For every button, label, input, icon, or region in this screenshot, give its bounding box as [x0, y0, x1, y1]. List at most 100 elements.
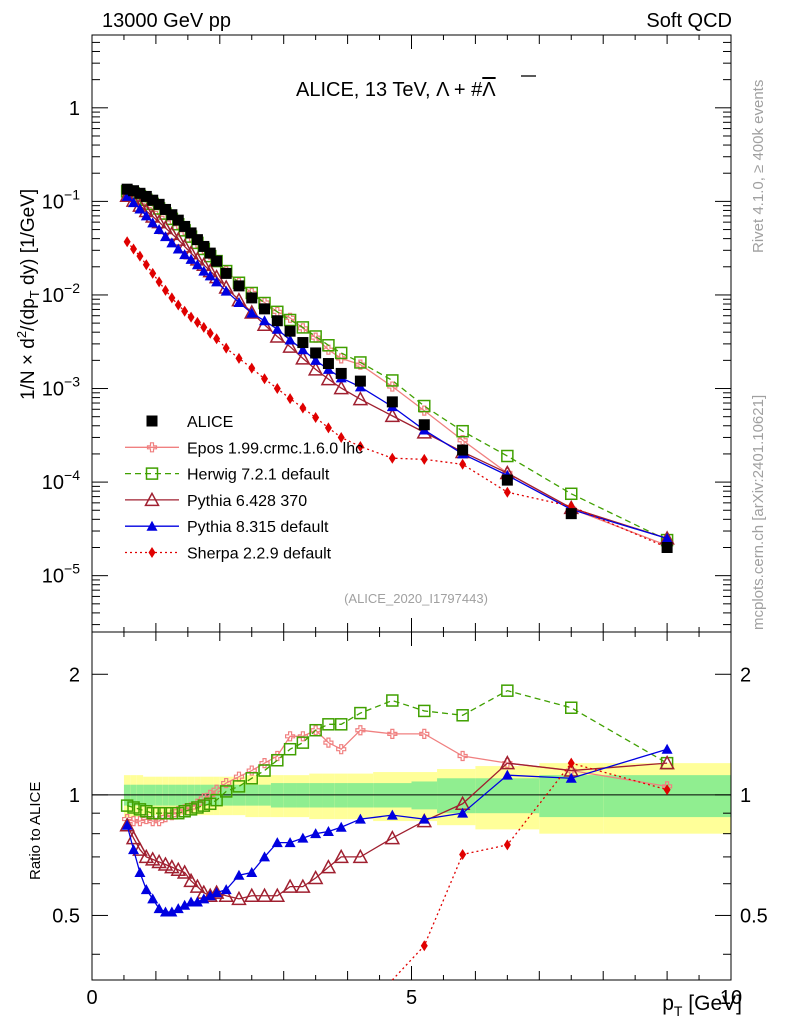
- series-line: [126, 241, 668, 549]
- ratio-point: [296, 736, 310, 749]
- ratio-point: [661, 743, 673, 754]
- ratio-point: [565, 701, 578, 714]
- data-point: [211, 255, 223, 267]
- ratio-point: [335, 821, 347, 832]
- x-tick-label: 0: [86, 987, 97, 1009]
- ratio-point: [307, 869, 324, 885]
- legend-entry: ALICE: [146, 414, 233, 431]
- ratio-point: [503, 839, 511, 851]
- ratio-point: [132, 841, 148, 856]
- ratio-point: [157, 856, 174, 871]
- ratio-point: [565, 772, 577, 783]
- legend-entry: Epos 1.99.crmc.1.6.0 lhc: [125, 440, 363, 457]
- data-point: [204, 270, 216, 281]
- ratio-point: [127, 801, 140, 814]
- data-point: [147, 217, 159, 228]
- ratio-point: [128, 844, 140, 855]
- data-point: [459, 458, 467, 470]
- data-point: [283, 313, 297, 327]
- data-point: [179, 220, 191, 232]
- ratio-point: [183, 872, 199, 888]
- data-point: [384, 407, 401, 423]
- data-point: [159, 203, 171, 215]
- data-point: [501, 474, 513, 486]
- data-point: [220, 267, 232, 279]
- data-point: [142, 259, 150, 271]
- data-point: [282, 338, 298, 353]
- ratio-point: [140, 805, 153, 818]
- ratio-point: [166, 906, 178, 917]
- data-point: [324, 422, 332, 434]
- ratio-point: [189, 878, 206, 893]
- ratio-point: [184, 803, 198, 816]
- data-point: [335, 367, 347, 379]
- data-point: [456, 424, 469, 438]
- legend-entry: Pythia 8.315 default: [125, 519, 329, 536]
- data-point: [134, 203, 146, 214]
- data-point: [128, 185, 140, 197]
- data-point: [307, 361, 324, 376]
- header-left: 13000 GeV pp: [102, 10, 231, 32]
- data-point: [121, 183, 133, 195]
- ratio-point: [170, 861, 187, 877]
- ratio-point: [269, 887, 286, 902]
- data-point: [172, 243, 184, 254]
- ratio-point: [297, 731, 308, 742]
- ratio-point: [220, 884, 232, 895]
- data-point: [386, 374, 399, 387]
- data-point: [284, 312, 296, 323]
- band-stat: [411, 781, 438, 810]
- y-axis-label-main: 1/N × d2/(dpT dy) [1/GeV]: [14, 189, 42, 400]
- data-point: [155, 276, 163, 288]
- main-frame: [91, 34, 732, 633]
- data-point: [565, 508, 577, 520]
- ratio-point: [153, 815, 165, 827]
- ratio-point: [456, 709, 469, 722]
- data-point: [206, 327, 214, 339]
- ratio-point: [197, 799, 211, 812]
- data-point: [246, 307, 258, 318]
- ratio-point: [198, 893, 210, 904]
- ratio-point: [218, 887, 234, 902]
- ratio-point: [179, 899, 191, 910]
- ratio-point: [502, 758, 513, 769]
- data-point: [388, 452, 396, 464]
- ratio-point: [355, 725, 366, 736]
- legend-entry: Sherpa 2.2.9 default: [125, 546, 332, 563]
- data-point: [243, 304, 260, 319]
- ratio-point: [354, 706, 367, 720]
- data-point: [420, 453, 428, 465]
- data-point: [153, 224, 165, 235]
- band-stat: [475, 778, 540, 814]
- data-point: [140, 210, 152, 221]
- ratio-point: [256, 887, 273, 902]
- ratio-point: [418, 704, 431, 718]
- ratio-point: [120, 799, 134, 812]
- data-point: [312, 412, 320, 424]
- ratio-line: [391, 762, 668, 981]
- ratio-point: [172, 806, 185, 820]
- ratio-point: [191, 801, 204, 814]
- data-point: [386, 396, 398, 408]
- ratio-point: [211, 887, 223, 898]
- data-point: [166, 237, 178, 248]
- ratio-point: [297, 832, 309, 843]
- data-point: [140, 190, 152, 202]
- legend-label: Pythia 8.315 default: [187, 519, 329, 536]
- ratio-point: [231, 890, 247, 906]
- y-tick-exponent: −3: [64, 374, 80, 390]
- data-point: [299, 402, 307, 414]
- ratio-point: [386, 694, 399, 707]
- ratio-point: [243, 887, 260, 902]
- data-point: [296, 321, 310, 334]
- ratio-point: [322, 718, 335, 731]
- ratio-point: [271, 837, 283, 848]
- axes: 0 5 10 10−5 10−4 10−3 10−2 10−1 1 0.5 0.5 1 1 2 2: [42, 34, 768, 1009]
- ratio-point: [138, 848, 155, 864]
- x-tick-label: 10: [720, 987, 742, 1009]
- data-point: [356, 441, 364, 453]
- x-axis-label: pT [GeV]: [662, 992, 742, 1019]
- data-point: [204, 247, 216, 259]
- data-point: [286, 393, 294, 405]
- ratio-point: [245, 772, 258, 785]
